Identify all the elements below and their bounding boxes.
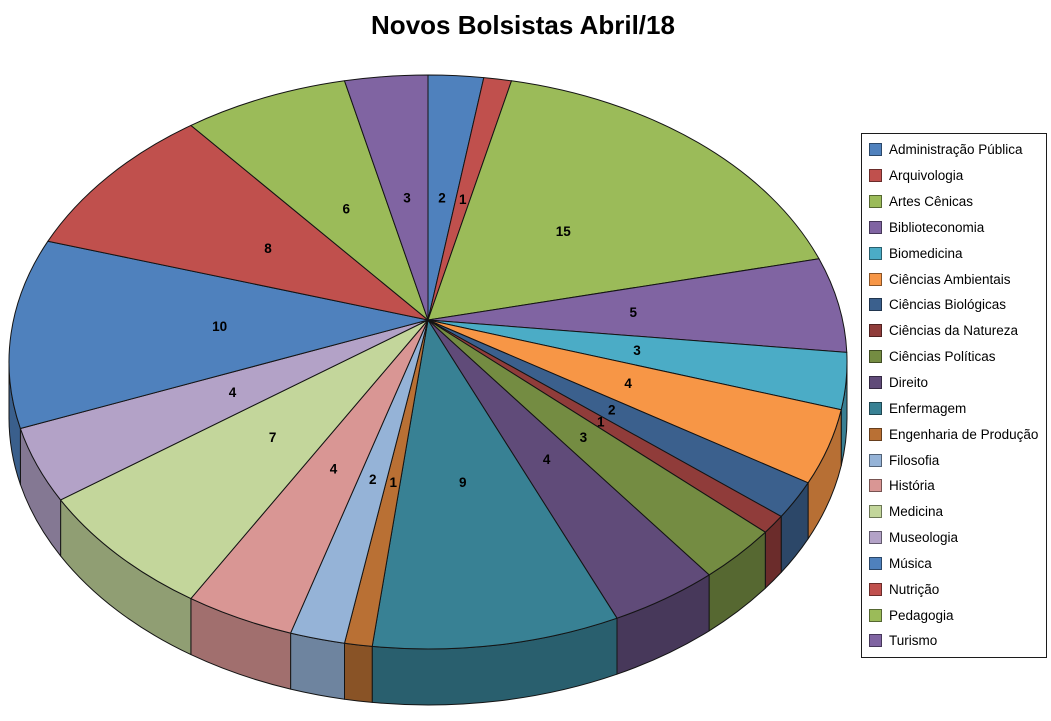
legend-item-musica: Música [869, 551, 1046, 575]
legend-swatch-administracao-publica [869, 143, 882, 157]
legend-item-artes-cenicas: Artes Cênicas [869, 190, 1046, 214]
pie-top-faces [8, 74, 848, 650]
legend-swatch-biomedicina [869, 246, 882, 260]
legend-label-biblioteconomia: Biblioteconomia [889, 219, 985, 235]
legend-item-biomedicina: Biomedicina [869, 241, 1046, 265]
pie-label-biblioteconomia: 5 [630, 305, 638, 320]
legend-label-museologia: Museologia [889, 530, 959, 546]
legend-item-turismo: Turismo [869, 629, 1046, 653]
pie-label-artes-cenicas: 15 [556, 224, 572, 239]
legend-item-biblioteconomia: Biblioteconomia [869, 215, 1046, 239]
legend-swatch-ciencias-ambientais [869, 272, 882, 286]
pie-label-enfermagem: 9 [459, 475, 467, 490]
legend-item-arquivologia: Arquivologia [869, 164, 1046, 188]
legend-swatch-artes-cenicas [869, 195, 882, 209]
pie-label-ciencias-da-natureza: 1 [597, 415, 605, 430]
legend-swatch-biblioteconomia [869, 220, 882, 234]
legend-item-ciencias-biologicas: Ciências Biológicas [869, 293, 1046, 317]
pie-slice-enfermagem [371, 319, 618, 650]
legend-label-pedagogia: Pedagogia [889, 607, 954, 623]
pie-label-pedagogia: 6 [342, 201, 350, 216]
pie-label-engenharia-de-producao: 1 [389, 475, 397, 490]
legend-item-pedagogia: Pedagogia [869, 603, 1046, 627]
legend-label-artes-cenicas: Artes Cênicas [889, 194, 974, 210]
pie-label-musica: 10 [212, 319, 227, 334]
legend-swatch-pedagogia [869, 608, 882, 622]
legend-label-ciencias-da-natureza: Ciências da Natureza [889, 323, 1019, 339]
legend-swatch-engenharia-de-producao [869, 427, 882, 441]
legend-item-nutricao: Nutrição [869, 577, 1046, 601]
legend-item-medicina: Medicina [869, 500, 1046, 524]
pie-label-administracao-publica: 2 [438, 190, 446, 205]
legend-label-biomedicina: Biomedicina [889, 245, 963, 261]
pie-slice-medicina [60, 319, 429, 600]
legend-label-administracao-publica: Administração Pública [889, 142, 1023, 158]
legend-item-filosofia: Filosofia [869, 448, 1046, 472]
legend-label-filosofia: Filosofia [889, 452, 940, 468]
legend-swatch-nutricao [869, 582, 882, 596]
legend-item-ciencias-ambientais: Ciências Ambientais [869, 267, 1046, 291]
legend-label-arquivologia: Arquivologia [889, 168, 964, 184]
pie-slice-pedagogia [190, 80, 429, 321]
pie-label-arquivologia: 1 [459, 192, 467, 207]
pie-label-biomedicina: 3 [633, 343, 641, 358]
pie-label-medicina: 7 [269, 430, 277, 445]
pie-label-nutricao: 8 [264, 241, 272, 256]
legend-item-administracao-publica: Administração Pública [869, 138, 1046, 162]
legend-swatch-ciencias-biologicas [869, 298, 882, 312]
legend-swatch-ciencias-politicas [869, 350, 882, 364]
legend-swatch-ciencias-da-natureza [869, 324, 882, 338]
legend-swatch-museologia [869, 531, 882, 545]
legend-item-ciencias-da-natureza: Ciências da Natureza [869, 319, 1046, 343]
pie-slice-turismo [344, 74, 429, 321]
legend-swatch-enfermagem [869, 401, 882, 415]
legend-item-engenharia-de-producao: Engenharia de Produção [869, 422, 1046, 446]
pie-slice-nutricao [47, 124, 429, 321]
legend-label-ciencias-biologicas: Ciências Biológicas [889, 297, 1007, 313]
legend-label-ciencias-ambientais: Ciências Ambientais [889, 271, 1011, 287]
legend-item-ciencias-politicas: Ciências Políticas [869, 345, 1046, 369]
pie-label-ciencias-biologicas: 2 [608, 403, 616, 418]
pie-label-ciencias-ambientais: 4 [624, 376, 632, 391]
legend-swatch-musica [869, 556, 882, 570]
pie-wall-filosofia [290, 632, 345, 700]
chart-title: Novos Bolsistas Abril/18 [371, 10, 675, 40]
pie-label-turismo: 3 [403, 191, 411, 206]
legend-label-direito: Direito [889, 375, 929, 391]
legend-swatch-historia [869, 479, 882, 493]
pie-label-filosofia: 2 [369, 472, 377, 487]
legend-swatch-medicina [869, 505, 882, 519]
pie-label-direito: 4 [543, 452, 551, 467]
legend-swatch-arquivologia [869, 169, 882, 183]
legend-swatch-direito [869, 376, 882, 390]
pie-wall-engenharia-de-producao [344, 642, 373, 703]
pie-slice-biblioteconomia [427, 258, 848, 353]
pie-slice-musica [8, 240, 429, 429]
legend-label-musica: Música [889, 555, 932, 571]
legend-label-historia: História [889, 478, 935, 494]
pie-label-museologia: 4 [229, 385, 237, 400]
legend-label-turismo: Turismo [889, 633, 938, 649]
legend-label-nutricao: Nutrição [889, 581, 940, 597]
legend-label-ciencias-politicas: Ciências Políticas [889, 349, 996, 365]
pie-label-ciencias-politicas: 3 [580, 430, 588, 445]
legend-item-enfermagem: Enfermagem [869, 396, 1046, 420]
legend-swatch-filosofia [869, 453, 882, 467]
legend-label-medicina: Medicina [889, 504, 944, 520]
pie-label-historia: 4 [330, 462, 338, 477]
legend-swatch-turismo [869, 634, 882, 648]
legend: Administração Pública Arquivologia Artes C… [861, 133, 1047, 658]
legend-item-museologia: Museologia [869, 526, 1046, 550]
legend-label-engenharia-de-producao: Engenharia de Produção [889, 426, 1039, 442]
legend-item-historia: História [869, 474, 1046, 498]
legend-label-enfermagem: Enfermagem [889, 400, 967, 416]
pie-slice-artes-cenicas [427, 80, 820, 321]
legend-item-direito: Direito [869, 371, 1046, 395]
